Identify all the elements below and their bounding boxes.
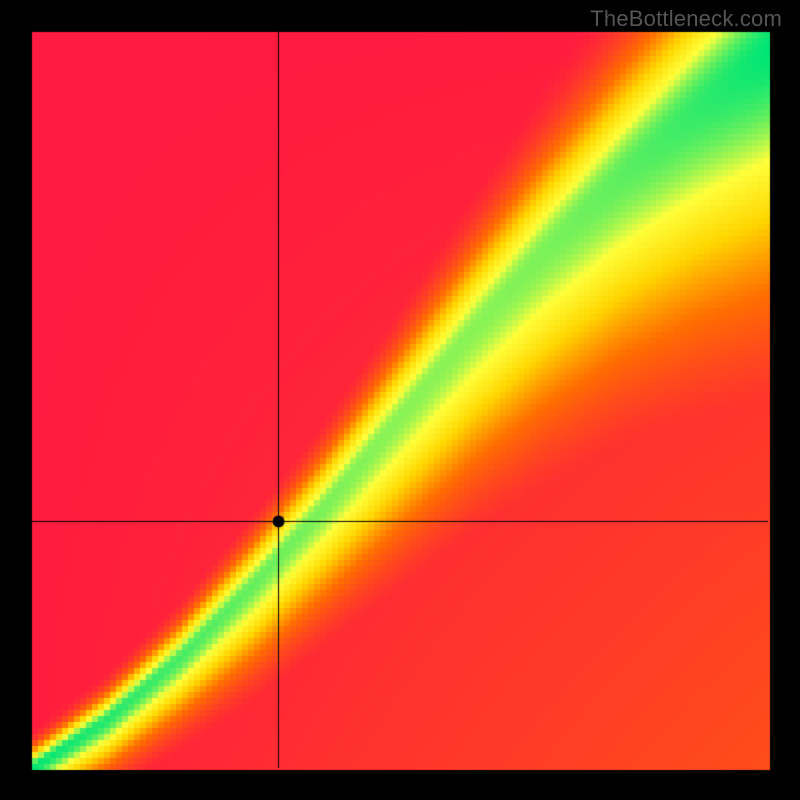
watermark-text: TheBottleneck.com xyxy=(590,6,782,32)
bottleneck-heatmap xyxy=(0,0,800,800)
chart-container: TheBottleneck.com xyxy=(0,0,800,800)
